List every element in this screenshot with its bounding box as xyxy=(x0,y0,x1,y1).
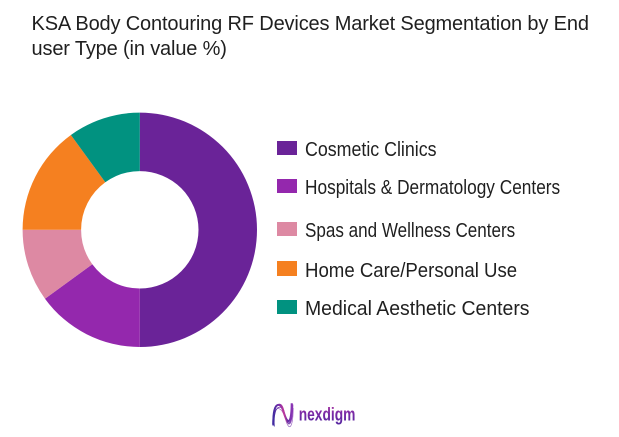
svg-text:nexdigm: nexdigm xyxy=(299,404,356,424)
